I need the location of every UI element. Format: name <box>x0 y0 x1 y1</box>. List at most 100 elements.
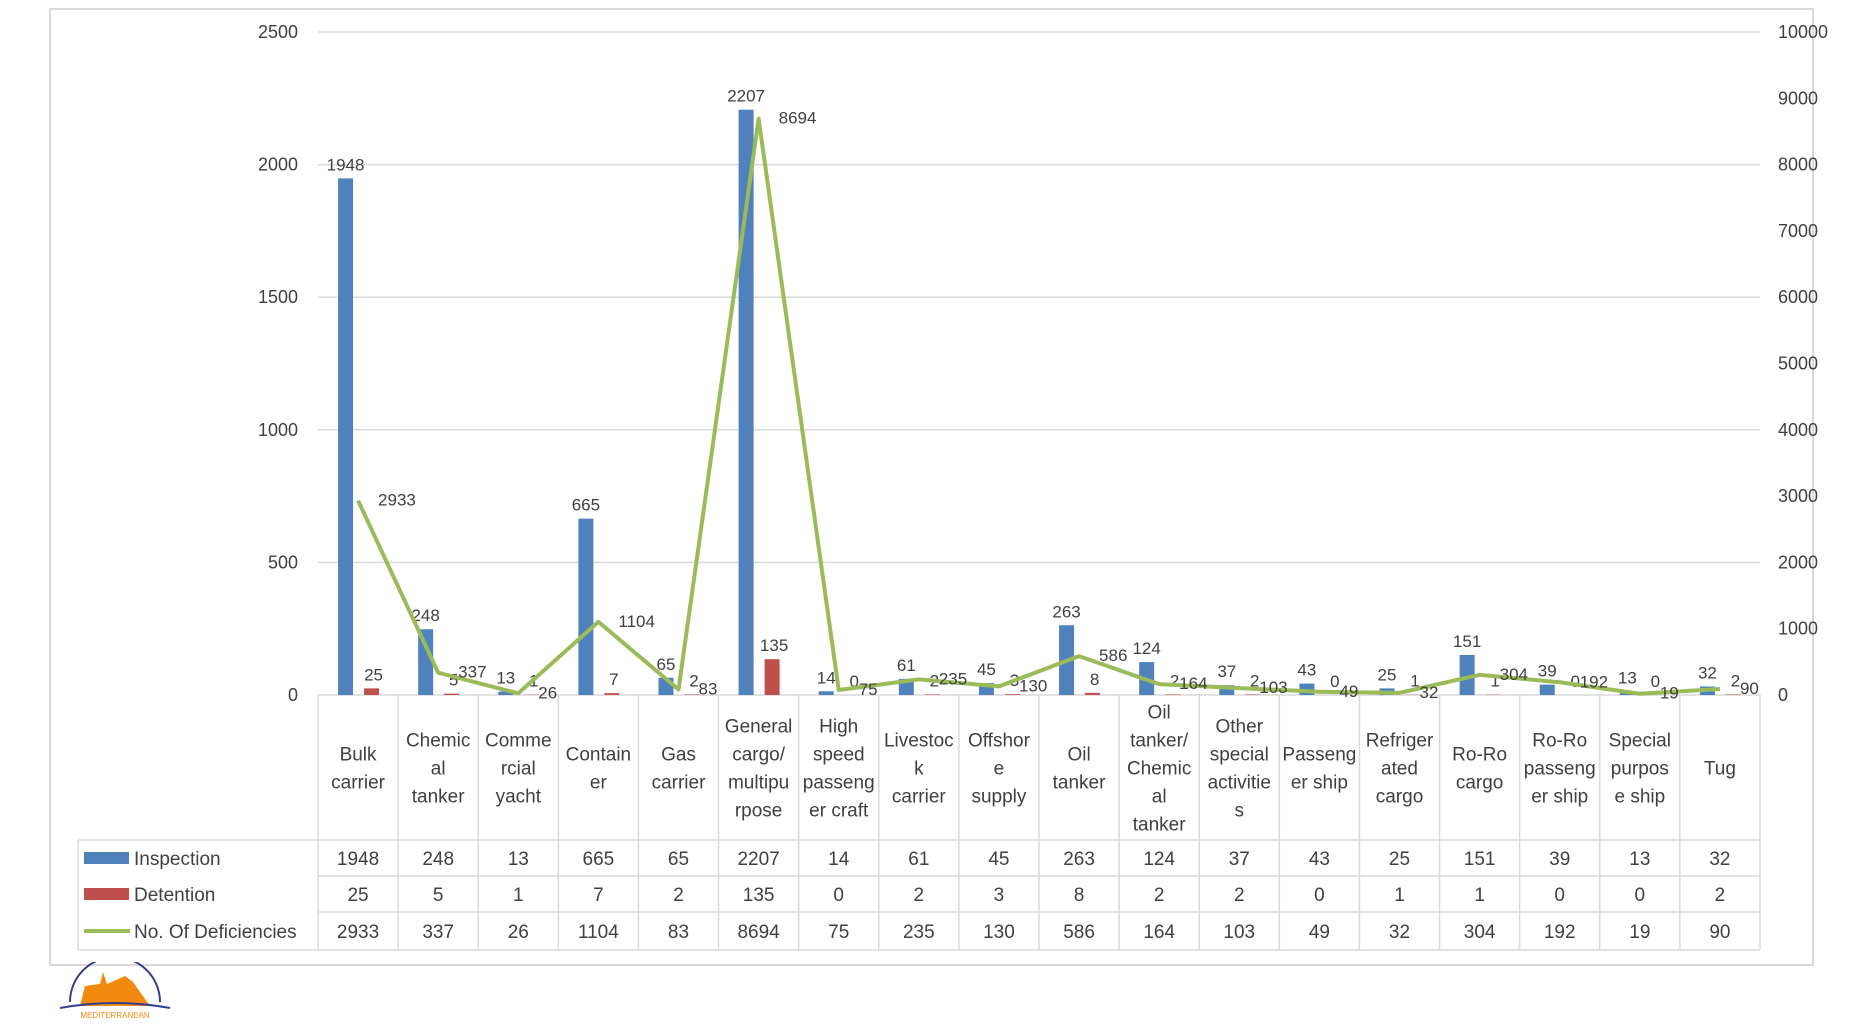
detention-data-label: 0 <box>849 672 858 691</box>
category-label-line: rcial <box>501 759 536 780</box>
category-label-line: er ship <box>1531 787 1588 808</box>
table-cell: 19 <box>1629 922 1650 943</box>
table-cell: 7 <box>593 885 604 906</box>
y2-tick-label: 8000 <box>1778 155 1818 175</box>
table-cell: 37 <box>1229 849 1250 870</box>
deficiencies-data-label: 90 <box>1740 679 1759 698</box>
category-label-line: er ship <box>1291 773 1348 794</box>
category-label-line: Chemic <box>406 731 470 752</box>
category-label: Gas carrier <box>652 745 707 794</box>
deficiencies-data-label: 83 <box>699 679 718 698</box>
category-label-line: Oil <box>1148 703 1171 724</box>
table-cell: 65 <box>668 849 689 870</box>
deficiencies-data-label: 304 <box>1500 665 1528 684</box>
category-label-line: carrier <box>652 773 707 794</box>
table-cell: 1 <box>513 885 524 906</box>
table-cell: 124 <box>1143 849 1175 870</box>
table-cell: 49 <box>1309 922 1330 943</box>
y2-tick-label: 3000 <box>1778 486 1818 506</box>
detention-bar <box>1725 694 1741 695</box>
table-cell: 25 <box>347 885 368 906</box>
table-cell: 0 <box>1314 885 1325 906</box>
detention-data-label: 0 <box>1570 672 1579 691</box>
deficiencies-data-label: 103 <box>1259 678 1287 697</box>
category-label-line: Livestoc <box>884 731 954 752</box>
category-label-line: e <box>994 759 1005 780</box>
category-label-line: yacht <box>496 787 542 808</box>
detention-data-label: 0 <box>1651 672 1660 691</box>
deficiencies-data-label: 235 <box>939 669 967 688</box>
table-cell: 25 <box>1389 849 1410 870</box>
table-cell: 248 <box>422 849 454 870</box>
inspection-data-label: 665 <box>572 496 600 515</box>
category-label: Offshor e supply <box>968 731 1031 808</box>
category-label-line: Other <box>1216 717 1264 738</box>
table-cell: 0 <box>1554 885 1565 906</box>
category-label-line: tanker/ <box>1130 731 1189 752</box>
category-label-line: Passeng <box>1282 745 1356 766</box>
inspection-bar <box>578 518 594 695</box>
y2-tick-label: 1000 <box>1778 619 1818 639</box>
table-cell: 1948 <box>337 849 379 870</box>
table-cell: 304 <box>1464 922 1496 943</box>
detention-data-label: 135 <box>760 636 788 655</box>
category-label-line: al <box>1152 787 1167 808</box>
table-cell: 2933 <box>337 922 379 943</box>
deficiencies-data-label: 337 <box>458 663 486 682</box>
category-label-line: tanker <box>1053 773 1106 794</box>
detention-data-label: 1 <box>1490 672 1499 691</box>
table-cell: 1104 <box>578 922 619 943</box>
category-label-line: e ship <box>1614 787 1665 808</box>
category-label: High speed passeng er craft <box>803 717 875 822</box>
category-label: Passeng er ship <box>1282 745 1356 794</box>
deficiencies-data-label: 130 <box>1019 676 1047 695</box>
table-cell: 164 <box>1143 922 1175 943</box>
y2-tick-label: 9000 <box>1778 88 1818 108</box>
inspection-data-label: 248 <box>411 606 439 625</box>
deficiencies-data-label: 19 <box>1660 684 1679 703</box>
detention-data-label: 2 <box>1170 671 1179 690</box>
category-label-line: Tug <box>1704 759 1736 780</box>
table-cell: 135 <box>743 885 775 906</box>
inspection-bar <box>418 629 434 695</box>
table-cell: 8 <box>1074 885 1085 906</box>
y-tick-label: 500 <box>268 552 298 572</box>
detention-bar <box>1004 694 1020 695</box>
y-tick-label: 0 <box>288 685 298 705</box>
detention-bar <box>604 693 620 695</box>
table-cell: 90 <box>1709 922 1730 943</box>
table-cell: 103 <box>1223 922 1255 943</box>
inspection-data-label: 1948 <box>327 155 365 174</box>
deficiencies-data-label: 8694 <box>779 109 817 128</box>
category-label-line: passeng <box>1524 759 1596 780</box>
detention-bar <box>684 694 700 695</box>
inspection-data-label: 65 <box>657 655 676 674</box>
category-label-line: cargo/ <box>732 745 786 766</box>
legend-key-detention <box>84 888 129 900</box>
table-cell: 2 <box>914 885 925 906</box>
category-label-line: supply <box>971 787 1026 808</box>
table-cell: 2 <box>1154 885 1165 906</box>
y-tick-label: 1500 <box>258 287 298 307</box>
inspection-data-label: 37 <box>1217 662 1236 681</box>
y2-tick-label: 7000 <box>1778 221 1818 241</box>
category-label-line: special <box>1210 745 1269 766</box>
detention-bar <box>924 694 940 695</box>
table-cell: 1 <box>1474 885 1485 906</box>
legend-label: Detention <box>134 885 215 906</box>
table-cell: 5 <box>433 885 444 906</box>
inspection-data-label: 45 <box>977 660 996 679</box>
category-label: Comme rcial yacht <box>485 731 552 808</box>
table-cell: 45 <box>988 849 1009 870</box>
inspection-data-label: 32 <box>1698 664 1717 683</box>
table-cell: 13 <box>508 849 529 870</box>
table-cell: 263 <box>1063 849 1095 870</box>
inspection-data-label: 14 <box>817 668 836 687</box>
category-label-line: cargo <box>1376 787 1424 808</box>
table-cell: 0 <box>833 885 844 906</box>
y-tick-label: 1000 <box>258 420 298 440</box>
inspection-data-label: 13 <box>1618 669 1637 688</box>
category-label: Chemic al tanker <box>406 731 470 808</box>
table-cell: 2 <box>1715 885 1726 906</box>
